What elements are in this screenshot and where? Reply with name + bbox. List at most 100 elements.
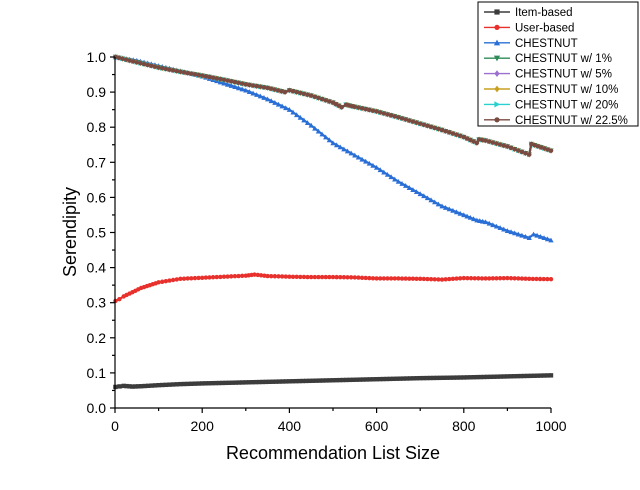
data-point [235, 85, 242, 91]
data-point [243, 87, 249, 93]
data-point [178, 381, 183, 387]
data-point [236, 273, 241, 279]
data-point [403, 183, 409, 188]
data-point [160, 382, 165, 388]
data-point [487, 276, 492, 281]
data-point [221, 274, 227, 279]
data-point [192, 381, 198, 386]
data-point [232, 84, 238, 90]
data-point [303, 378, 309, 384]
data-point [490, 276, 496, 281]
data-point [534, 276, 539, 282]
data-point [124, 383, 129, 389]
data-point [320, 378, 326, 383]
data-point [359, 106, 365, 111]
x-tick-label: 600 [365, 418, 389, 434]
data-point [516, 148, 521, 153]
data-point [160, 66, 165, 71]
data-point [287, 274, 292, 279]
data-point [301, 274, 307, 280]
data-point [247, 82, 252, 88]
data-point [250, 90, 256, 96]
legend-swatch-marker [494, 117, 500, 123]
data-point [192, 72, 198, 77]
data-point [532, 373, 537, 378]
data-point [334, 274, 339, 280]
data-point [407, 276, 412, 281]
data-point [439, 277, 445, 282]
data-point [498, 374, 503, 379]
data-point [305, 92, 310, 97]
data-point [399, 276, 405, 281]
data-point [236, 380, 242, 385]
data-point [185, 381, 190, 387]
data-point [512, 230, 518, 236]
data-point [200, 73, 205, 78]
data-point [275, 88, 281, 93]
data-point [239, 86, 245, 92]
data-point [141, 61, 147, 67]
data-point [254, 92, 260, 97]
data-point [218, 274, 223, 280]
data-point [363, 106, 368, 112]
y-tick-label: 0.9 [87, 84, 107, 100]
data-point [481, 374, 487, 380]
data-point [327, 99, 332, 104]
data-point [216, 380, 222, 386]
data-point [312, 274, 318, 280]
data-point [505, 374, 510, 379]
data-point [149, 63, 154, 68]
data-point [337, 377, 342, 383]
data-point [297, 114, 303, 120]
data-point [149, 383, 154, 388]
data-point [279, 274, 285, 279]
data-point [482, 219, 489, 225]
data-point [495, 374, 500, 379]
data-point [341, 275, 347, 280]
data-point [370, 162, 376, 168]
data-point [136, 384, 141, 389]
data-point [127, 58, 132, 63]
data-point [339, 104, 344, 110]
data-point [246, 89, 253, 95]
y-axis-title: Serendipity [60, 187, 80, 277]
data-point [436, 126, 441, 132]
data-point [301, 91, 307, 97]
data-point [305, 274, 310, 280]
data-point [330, 274, 336, 280]
data-point [356, 105, 361, 110]
data-point [428, 124, 434, 130]
x-tick-label: 800 [452, 418, 476, 434]
data-point [487, 139, 492, 144]
series-user-based [113, 272, 554, 304]
data-point [476, 276, 481, 281]
data-point [387, 376, 393, 382]
data-point [319, 131, 325, 137]
data-point [310, 378, 316, 383]
data-point [298, 274, 303, 280]
data-point [170, 382, 176, 387]
data-point [399, 116, 405, 121]
data-point [468, 375, 473, 380]
data-point [384, 376, 389, 382]
data-point [287, 88, 292, 93]
data-point [142, 383, 147, 389]
legend-box [477, 1, 639, 127]
data-point [397, 376, 403, 381]
data-point [461, 375, 466, 380]
data-point [167, 67, 172, 72]
data-point [309, 93, 314, 98]
data-point [254, 83, 259, 89]
data-point [200, 381, 205, 386]
data-point [340, 377, 346, 383]
y-tick-label: 1.0 [87, 49, 107, 65]
data-point [250, 83, 256, 88]
data-point [117, 384, 122, 389]
legend-label: CHESTNUT w/ 22.5% [515, 115, 628, 127]
data-point [277, 379, 282, 384]
data-point [330, 140, 336, 146]
ticks-layer: 0 200 400 600 800 1000 0.0 0.1 0.2 0.3 0.4 0.5 0.6 0.… [87, 49, 567, 434]
data-point [268, 98, 274, 104]
data-point [411, 376, 416, 381]
data-point [403, 117, 408, 122]
